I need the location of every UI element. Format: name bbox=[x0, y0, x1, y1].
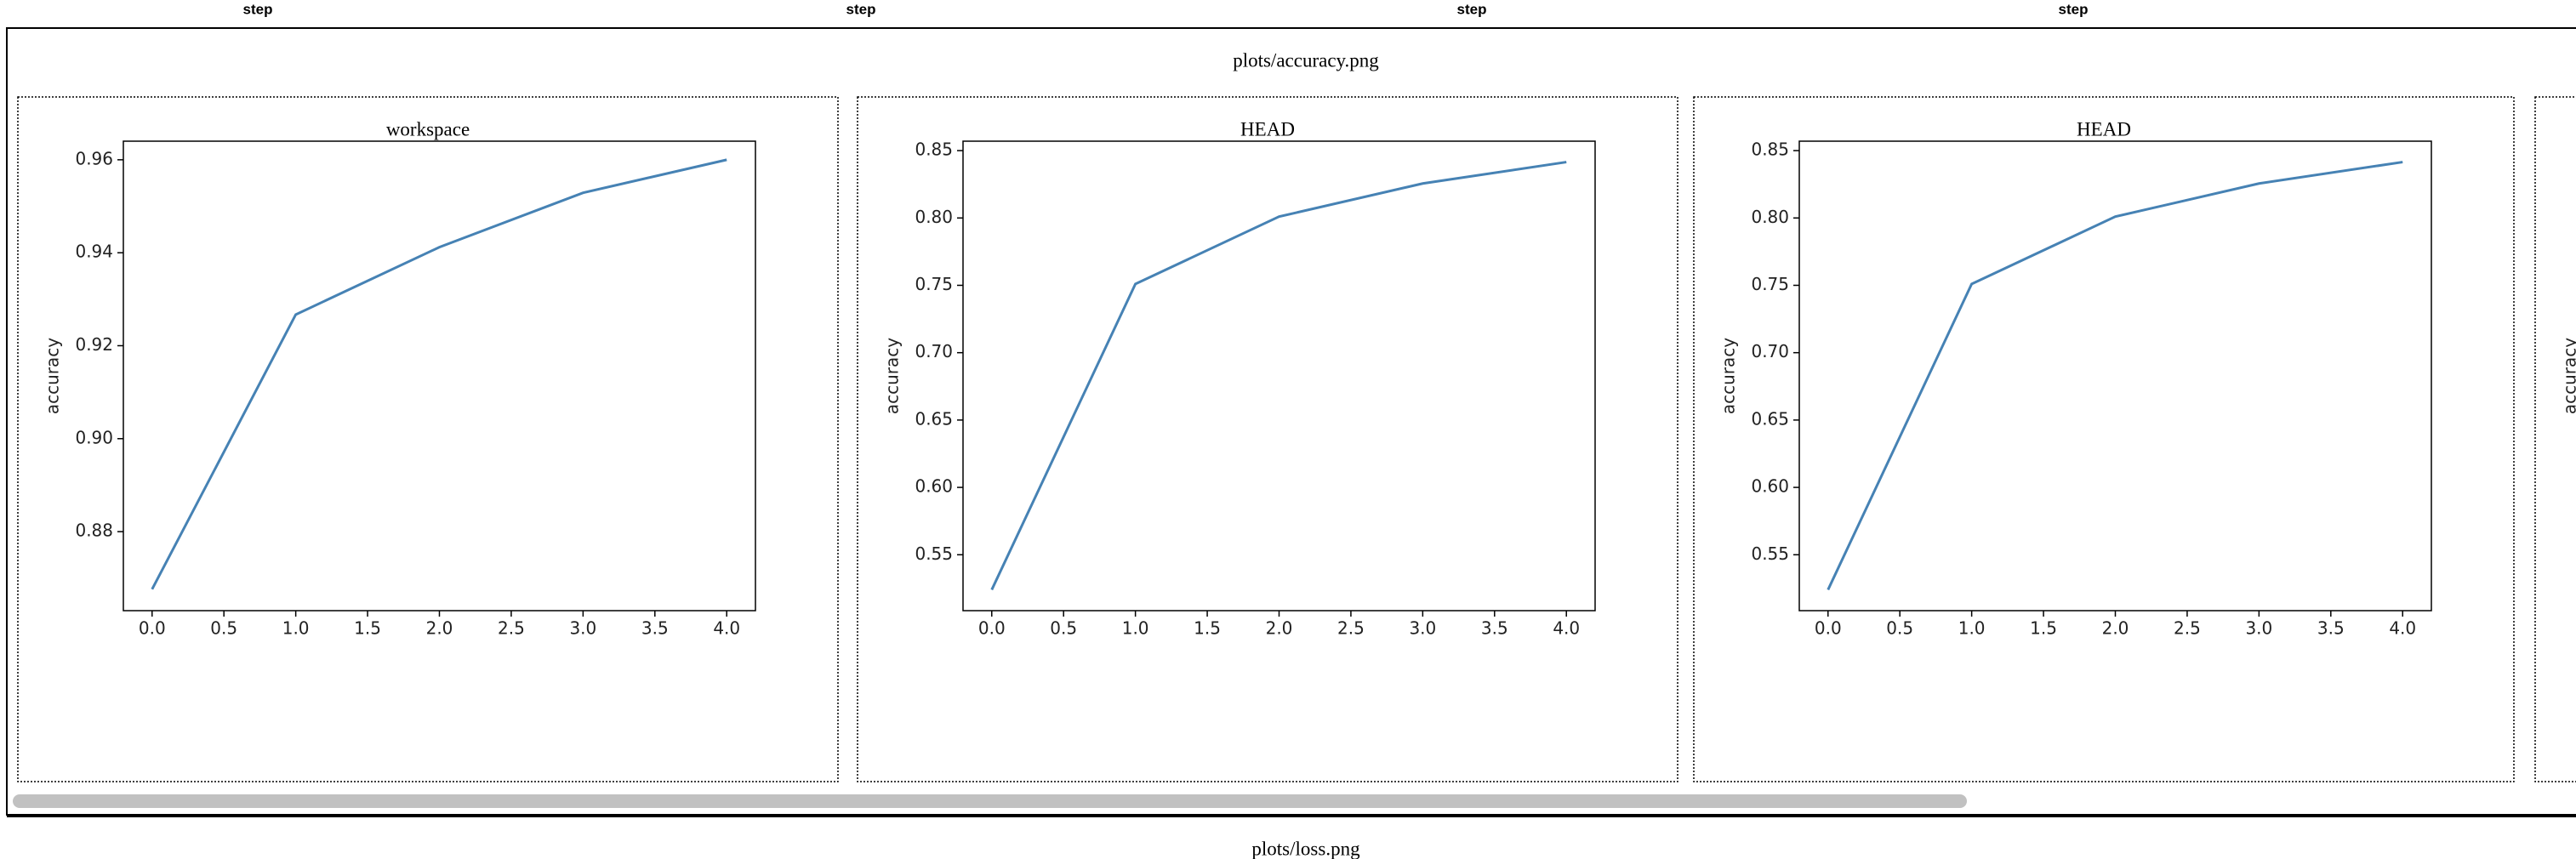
x-tick-label: 3.0 bbox=[2245, 618, 2272, 639]
y-tick-label: 0.60 bbox=[1751, 476, 1789, 497]
x-tick-label: 0.0 bbox=[139, 618, 166, 639]
x-tick-label: 0.0 bbox=[1815, 618, 1842, 639]
x-tick-label: 3.5 bbox=[1481, 618, 1508, 639]
x-tick-label: 2.0 bbox=[2102, 618, 2129, 639]
y-tick-label: 0.65 bbox=[1751, 408, 1789, 429]
y-tick-label: 0.70 bbox=[1751, 341, 1789, 361]
x-tick-label: 4.0 bbox=[1553, 618, 1580, 639]
y-tick-label: 0.96 bbox=[75, 148, 113, 168]
y-tick-label: 0.92 bbox=[75, 334, 113, 355]
x-tick-label: 1.0 bbox=[1958, 618, 1986, 639]
x-tick-label: 2.5 bbox=[1337, 618, 1365, 639]
x-tick-label: 0.5 bbox=[1886, 618, 1913, 639]
y-tick-label: 0.70 bbox=[915, 341, 953, 361]
panel-title: HEAD bbox=[2077, 118, 2131, 139]
axes-frame bbox=[123, 140, 756, 612]
y-axis-label: accuracy bbox=[882, 338, 903, 414]
section-box bbox=[6, 27, 2576, 816]
data-line bbox=[990, 161, 1567, 591]
axes-frame bbox=[962, 140, 1596, 612]
x-tick-label: 3.0 bbox=[1409, 618, 1436, 639]
x-tick-label: 3.5 bbox=[2317, 618, 2345, 639]
x-tick-label: 4.0 bbox=[713, 618, 740, 639]
x-tick-label: 0.5 bbox=[1050, 618, 1077, 639]
y-tick-label: 0.60 bbox=[915, 476, 953, 497]
y-axis-label: accuracy bbox=[2560, 338, 2576, 414]
x-tick-label: 3.5 bbox=[641, 618, 669, 639]
x-tick-label: 2.5 bbox=[498, 618, 525, 639]
x-tick-label: 3.0 bbox=[569, 618, 596, 639]
y-tick-label: 0.85 bbox=[915, 139, 953, 160]
y-tick-label: 0.75 bbox=[915, 274, 953, 294]
x-tick-label: 2.5 bbox=[2174, 618, 2201, 639]
y-tick-label: 0.55 bbox=[915, 543, 953, 564]
section-title: plots/loss.png bbox=[1251, 838, 1360, 859]
panel bbox=[1693, 96, 2515, 782]
x-tick-label: 0.0 bbox=[978, 618, 1006, 639]
x-tick-label: 1.5 bbox=[1194, 618, 1221, 639]
y-tick-label: 0.88 bbox=[75, 521, 113, 541]
x-tick-label: 1.5 bbox=[354, 618, 381, 639]
section-title: plots/accuracy.png bbox=[1233, 49, 1379, 71]
y-tick-label: 0.94 bbox=[75, 242, 113, 262]
column-header: step bbox=[243, 1, 273, 17]
column-header: step bbox=[1457, 1, 1487, 17]
y-tick-label: 0.90 bbox=[75, 427, 113, 447]
x-tick-label: 1.5 bbox=[2030, 618, 2057, 639]
panel bbox=[857, 96, 1678, 782]
data-line bbox=[1827, 161, 2403, 591]
x-tick-label: 4.0 bbox=[2389, 618, 2416, 639]
y-axis-label: accuracy bbox=[43, 338, 63, 414]
column-header: step bbox=[2059, 1, 2089, 17]
axes-frame bbox=[1798, 140, 2432, 612]
scrollbar[interactable] bbox=[13, 794, 1967, 808]
x-tick-label: 1.0 bbox=[1122, 618, 1149, 639]
y-tick-label: 0.80 bbox=[1751, 207, 1789, 227]
x-tick-label: 2.0 bbox=[1266, 618, 1293, 639]
y-axis-label: accuracy bbox=[1718, 338, 1739, 414]
x-tick-label: 2.0 bbox=[426, 618, 453, 639]
y-tick-label: 0.65 bbox=[915, 408, 953, 429]
x-tick-label: 1.0 bbox=[282, 618, 310, 639]
x-tick-label: 0.5 bbox=[210, 618, 237, 639]
y-tick-label: 0.85 bbox=[1751, 139, 1789, 160]
y-tick-label: 0.55 bbox=[1751, 543, 1789, 564]
panel-title: HEAD bbox=[1240, 118, 1295, 139]
column-header: step bbox=[846, 1, 876, 17]
data-line bbox=[151, 158, 727, 590]
panel-title: workspace bbox=[386, 118, 470, 139]
y-tick-label: 0.75 bbox=[1751, 274, 1789, 294]
panel bbox=[17, 96, 839, 782]
y-tick-label: 0.80 bbox=[915, 207, 953, 227]
panel bbox=[2534, 96, 2576, 782]
